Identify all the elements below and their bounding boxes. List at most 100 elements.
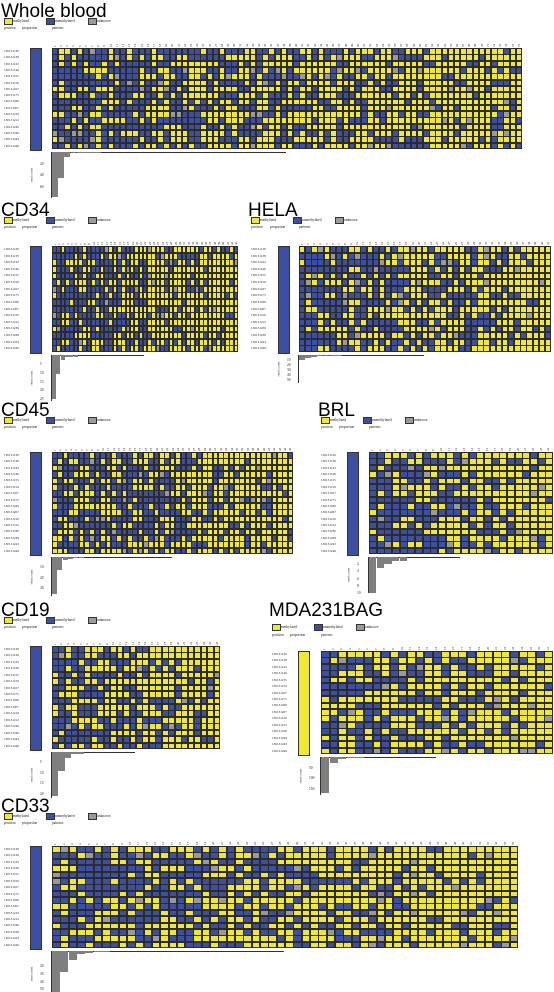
legend-label-unmethylated: unmethylated xyxy=(302,217,322,222)
pattern-number: 34 xyxy=(502,241,507,245)
position-label: 130131236 xyxy=(272,729,287,734)
pattern-number: 28 xyxy=(197,447,202,451)
position-label: 130131210 xyxy=(251,313,266,318)
y-tick-label: 5 xyxy=(40,760,42,765)
legend-label-unknown: unknown xyxy=(414,417,428,422)
pattern-cell xyxy=(52,66,59,74)
pattern-number: 11 xyxy=(114,43,119,47)
pattern-cell xyxy=(70,48,78,55)
position-label: 130131246 xyxy=(4,743,19,748)
pattern-number: 14 xyxy=(122,447,127,451)
position-label: 130131212 xyxy=(272,722,287,727)
header-proportion: proportion xyxy=(22,26,38,30)
pattern-cell xyxy=(82,73,90,80)
pattern-cell xyxy=(76,92,84,99)
header-proportion: proportion xyxy=(290,633,306,637)
pattern-number: 26 xyxy=(186,447,191,451)
header-position: position xyxy=(272,633,284,637)
read-count-bar xyxy=(77,752,84,755)
position-label: 130131155 xyxy=(321,478,336,483)
pattern-number: 13 xyxy=(127,43,132,47)
pattern-cell xyxy=(64,130,71,137)
legend-swatch-unknown xyxy=(88,18,97,25)
legend-label-unmethylated: unmethylated xyxy=(372,417,392,422)
pattern-number: 14 xyxy=(133,43,138,47)
pattern-cell xyxy=(70,98,78,106)
pattern-cell xyxy=(321,747,330,755)
pattern-cell xyxy=(58,85,65,93)
read-count-bar xyxy=(369,557,377,593)
pattern-number: 40 xyxy=(539,241,544,245)
pattern-cell xyxy=(82,130,90,137)
pattern-number: 12 xyxy=(111,447,116,451)
pattern-cell xyxy=(58,73,65,80)
position-label: 130131155 xyxy=(251,273,266,278)
pattern-cell xyxy=(89,111,96,118)
position-label: 130131175 xyxy=(4,93,19,98)
pattern-number: 16 xyxy=(133,447,138,451)
pattern-number: 32 xyxy=(244,43,249,47)
pattern-cell xyxy=(52,123,59,131)
pattern-cell xyxy=(58,98,65,106)
pattern-number: 12 xyxy=(454,447,459,451)
pattern-number: 6 xyxy=(365,648,370,650)
pattern-number: 24 xyxy=(441,241,446,245)
legend-swatch-unmethylated xyxy=(46,417,55,424)
pattern-number: 10 xyxy=(399,646,404,650)
position-label: 130131212 xyxy=(4,523,19,528)
pattern-number: 20 xyxy=(515,447,520,451)
pattern-number: 40 xyxy=(221,241,226,245)
pattern-number: 23 xyxy=(195,641,200,645)
position-label: 130131238 xyxy=(4,333,19,338)
header-patterns: patterns xyxy=(52,425,64,429)
position-label: 130131138 xyxy=(251,253,266,258)
pattern-number: 7 xyxy=(336,243,341,245)
pattern-number: 9 xyxy=(95,449,100,451)
pattern-number: 22 xyxy=(188,641,193,645)
pattern-number: 11 xyxy=(446,447,451,451)
position-label: 130131212 xyxy=(4,118,19,123)
position-label: 130131167 xyxy=(251,286,266,291)
pattern-number: 12 xyxy=(120,43,125,47)
y-tick-label: 10 xyxy=(40,370,44,375)
read-count-bar xyxy=(82,152,89,153)
position-label: 130131212 xyxy=(4,319,19,324)
pattern-number: 37 xyxy=(521,241,526,245)
read-count-bar xyxy=(76,152,83,153)
legend-label-unknown: unknown xyxy=(344,217,358,222)
pattern-number: 7 xyxy=(373,648,378,650)
pattern-number: 39 xyxy=(287,43,292,47)
pattern-number: 51 xyxy=(362,43,367,47)
pattern-cell xyxy=(52,142,59,150)
pattern-number: 3 xyxy=(312,243,317,245)
position-label: 130131146 xyxy=(251,266,266,271)
pattern-number: 1 xyxy=(52,45,57,47)
legend-swatch-unknown xyxy=(335,217,344,224)
y-tick-label: 60 xyxy=(40,184,44,189)
pattern-number: 5 xyxy=(78,643,83,645)
pattern-number: 12 xyxy=(100,241,105,245)
pattern-number: 11 xyxy=(117,641,122,645)
pattern-cell xyxy=(89,66,96,74)
pattern-cell xyxy=(64,98,71,106)
pattern-number: 2 xyxy=(58,449,63,451)
pattern-number: 74 xyxy=(504,43,509,47)
read-count-bar xyxy=(57,557,63,571)
legend-label-unmethylated: unmethylated xyxy=(55,217,75,222)
position-label: 130131143 xyxy=(4,465,19,470)
pattern-number: 16 xyxy=(485,447,490,451)
pattern-number: 49 xyxy=(349,43,354,47)
pattern-number: 36 xyxy=(515,241,520,245)
position-label: 130131212 xyxy=(4,717,19,722)
pattern-cell xyxy=(64,54,71,61)
pattern-number: 21 xyxy=(494,646,499,650)
pattern-number: 8 xyxy=(98,643,103,645)
pattern-number: 22 xyxy=(182,43,187,47)
pattern-number: 15 xyxy=(127,447,132,451)
legend-label-methylated: methylated xyxy=(13,18,29,23)
pattern-cell xyxy=(52,73,59,80)
pattern-cell xyxy=(64,79,71,87)
legend-swatch-unmethylated xyxy=(314,624,323,631)
pattern-number: 20 xyxy=(485,646,490,650)
y-tick-label: 20 xyxy=(287,363,291,368)
